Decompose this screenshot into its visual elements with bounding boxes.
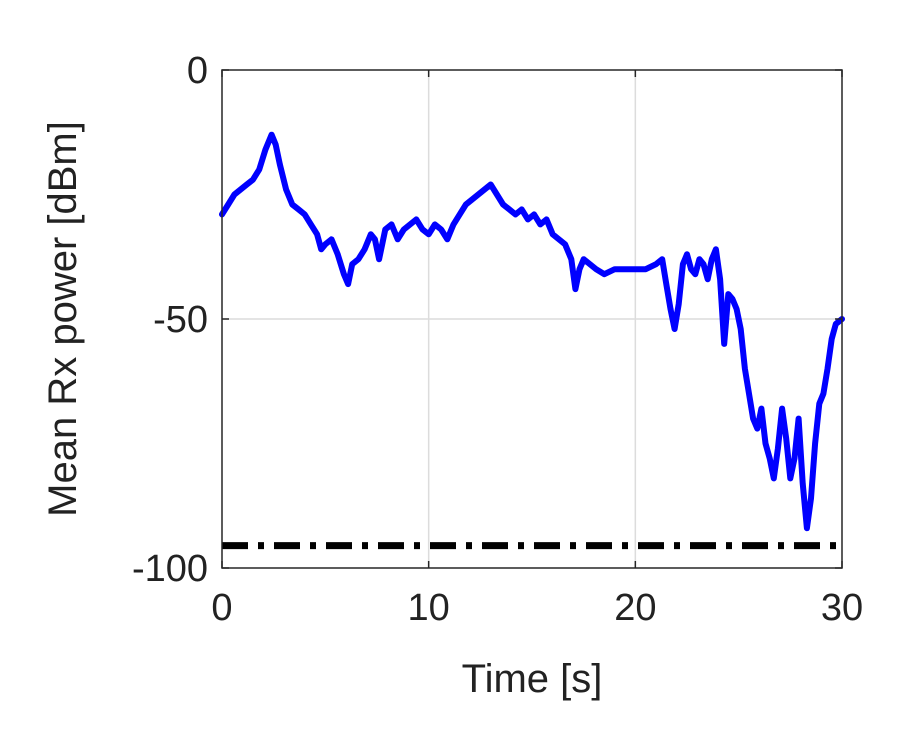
rx-power-series-line — [219, 131, 845, 532]
y-tick-label: -100 — [132, 548, 208, 590]
x-tick-label: 10 — [408, 587, 450, 629]
x-tick-labels: 0 10 20 30 — [211, 587, 863, 629]
x-tick-label: 30 — [821, 587, 863, 629]
x-axis-label: Time [s] — [462, 657, 603, 701]
grid-lines — [222, 70, 842, 568]
y-tick-label: 0 — [187, 50, 208, 92]
x-tick-label: 20 — [614, 587, 656, 629]
y-tick-labels: 0 -50 -100 — [132, 50, 208, 590]
x-tick-label: 0 — [211, 587, 232, 629]
y-tick-label: -50 — [153, 299, 208, 341]
y-axis-label: Mean Rx power [dBm] — [41, 121, 85, 517]
series-layer — [219, 131, 845, 550]
tick-marks — [221, 69, 843, 569]
